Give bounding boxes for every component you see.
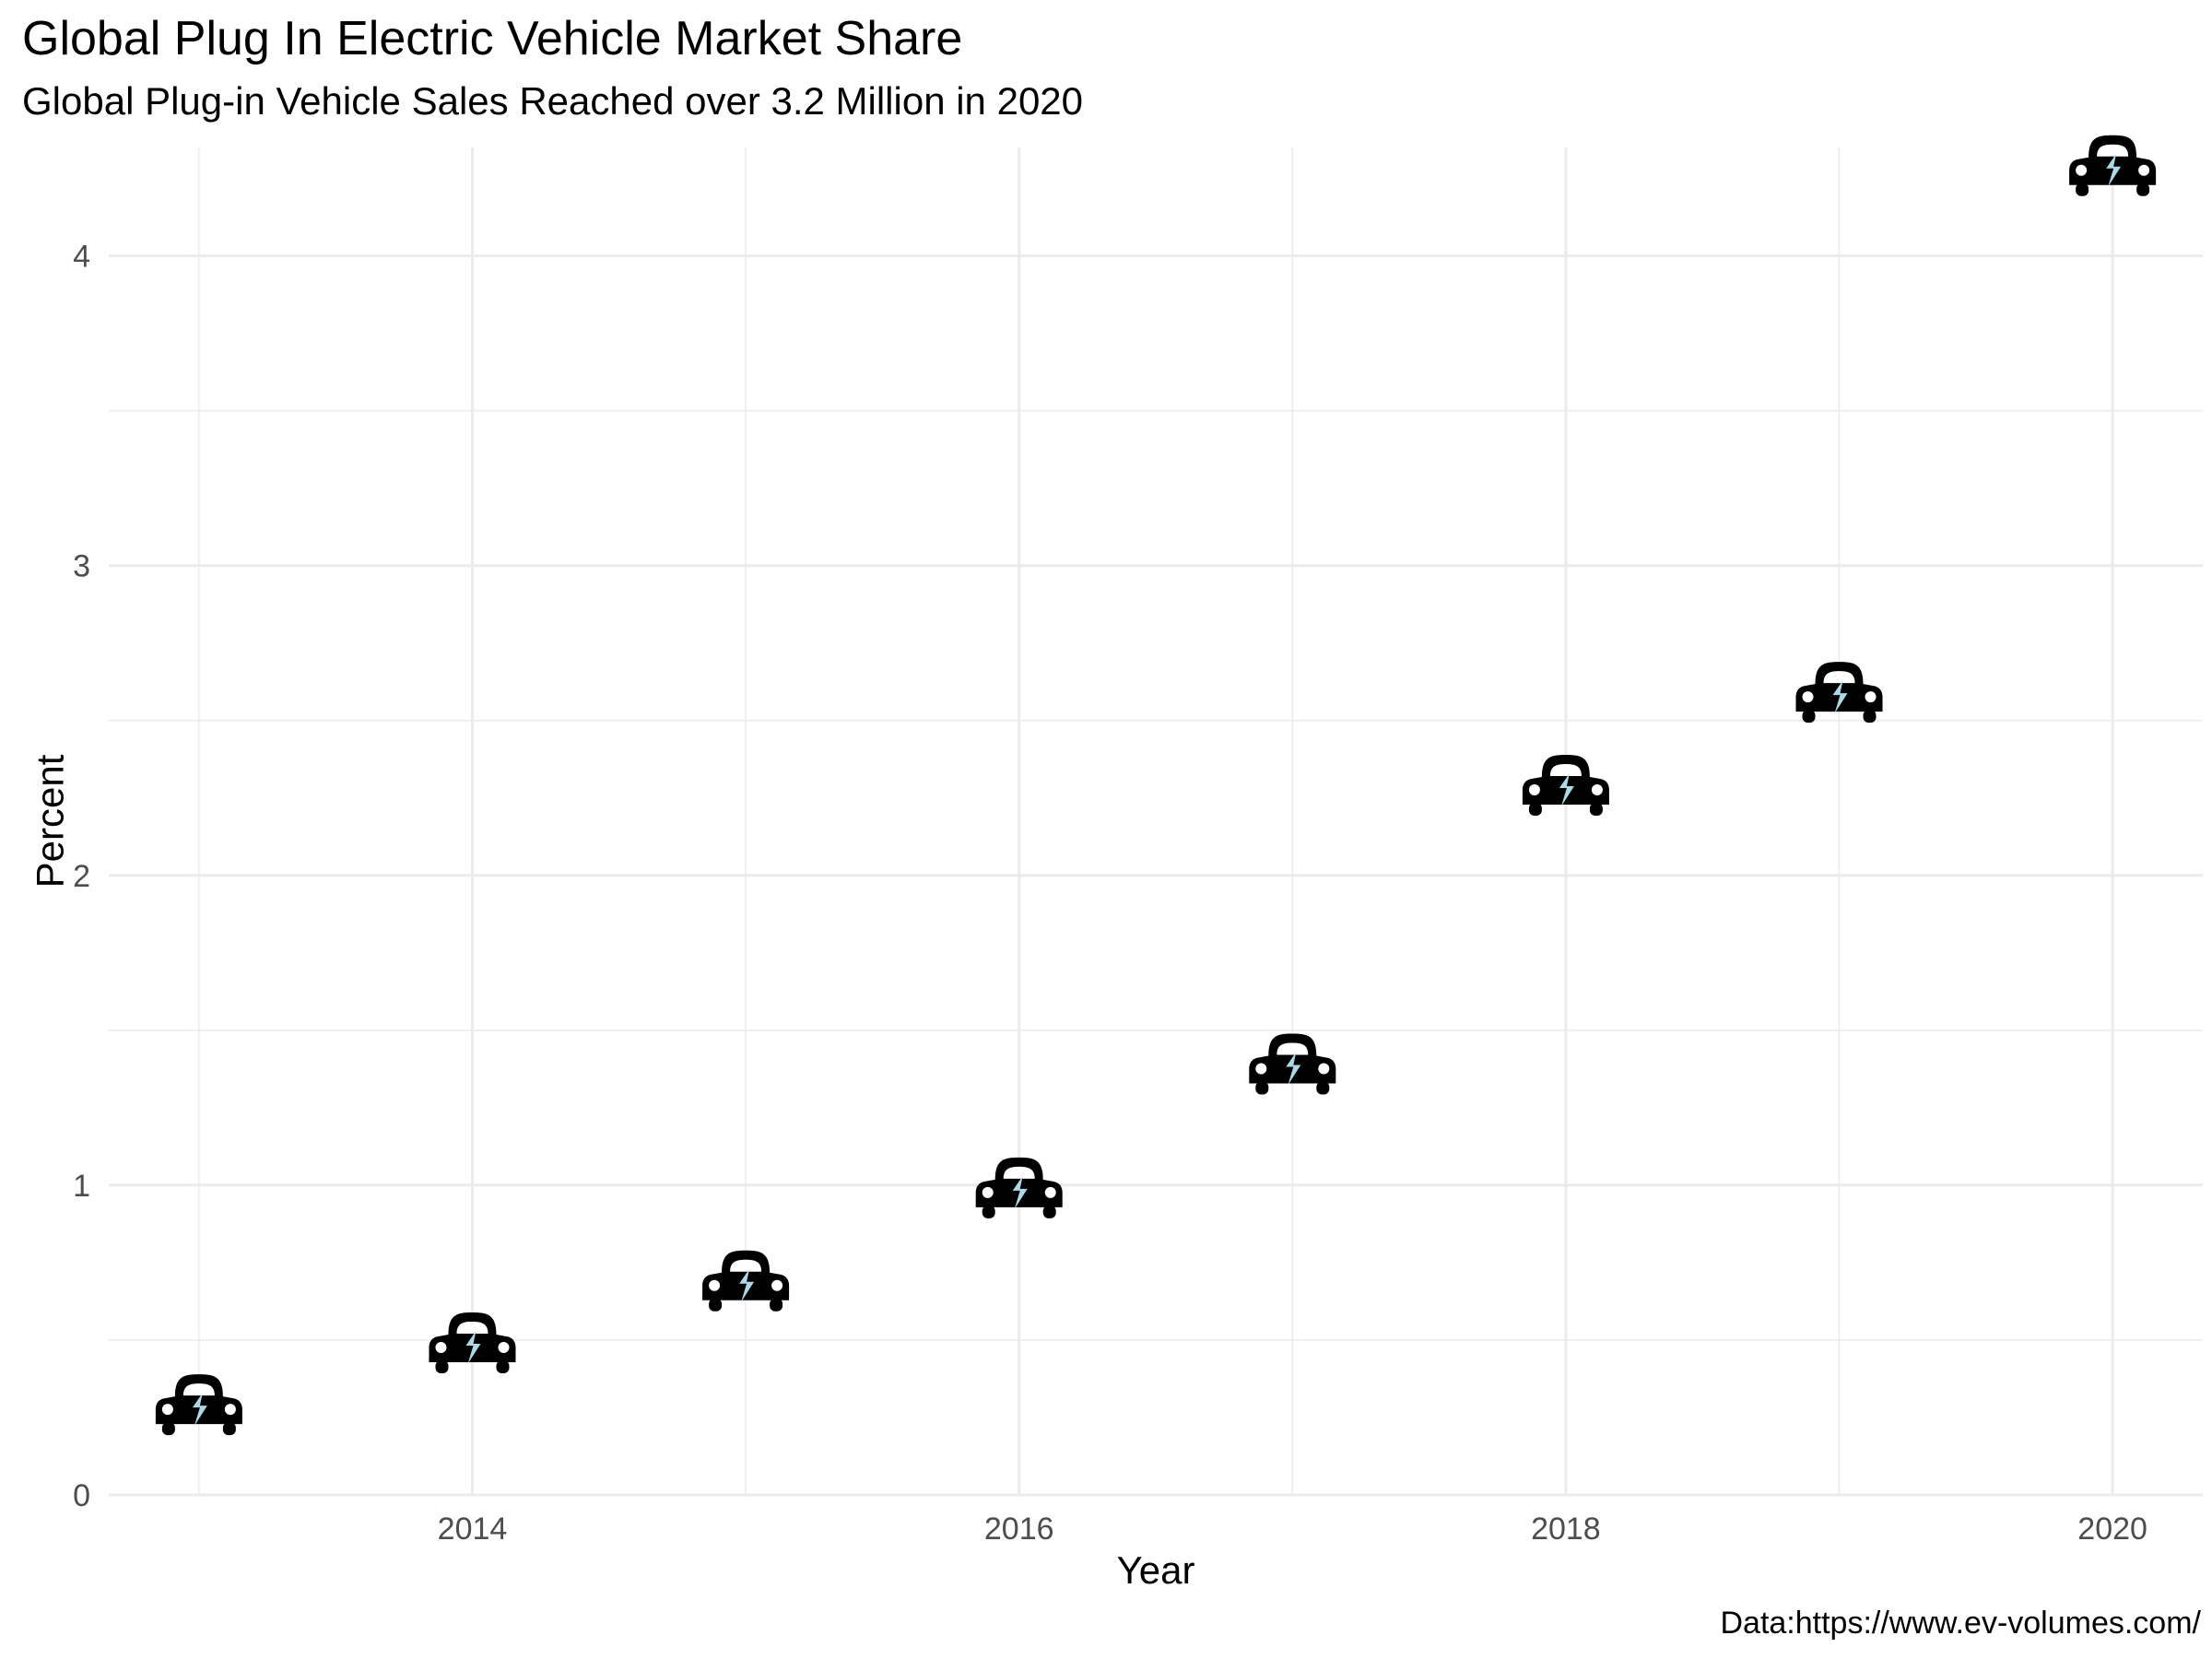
y-tick-label: 4 bbox=[73, 240, 90, 275]
data-point-layer bbox=[155, 135, 2157, 1436]
x-tick-label: 2016 bbox=[984, 1512, 1054, 1547]
chart-title: Global Plug In Electric Vehicle Market S… bbox=[22, 12, 963, 65]
chart-subtitle: Global Plug-in Vehicle Sales Reached ove… bbox=[22, 79, 1084, 123]
chart-caption: Data:https://www.ev-volumes.com/ bbox=[1720, 1606, 2201, 1641]
y-tick-label: 1 bbox=[73, 1169, 90, 1204]
y-axis-title: Percent bbox=[29, 754, 72, 888]
x-tick-label: 2014 bbox=[438, 1512, 508, 1547]
tick-label-layer: 2014 2016 2018 2020 0 1 2 3 4 bbox=[73, 240, 2147, 1547]
x-tick-label: 2018 bbox=[1531, 1512, 1601, 1547]
y-tick-label: 3 bbox=[73, 549, 90, 584]
x-tick-label: 2020 bbox=[2077, 1512, 2147, 1547]
y-tick-label: 2 bbox=[73, 859, 90, 894]
grid-layer bbox=[109, 147, 2203, 1497]
x-axis-title: Year bbox=[1117, 1548, 1195, 1592]
y-tick-label: 0 bbox=[73, 1478, 90, 1513]
